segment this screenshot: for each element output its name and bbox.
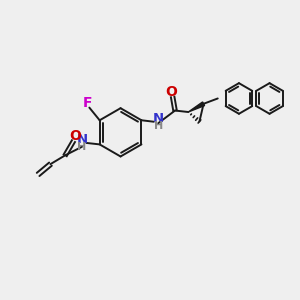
Text: O: O	[69, 129, 81, 143]
Text: F: F	[83, 96, 93, 110]
Text: H: H	[154, 121, 163, 130]
Text: O: O	[165, 85, 177, 99]
Text: H: H	[77, 142, 87, 152]
Text: N: N	[153, 112, 164, 125]
Polygon shape	[188, 102, 205, 112]
Text: N: N	[76, 133, 88, 146]
